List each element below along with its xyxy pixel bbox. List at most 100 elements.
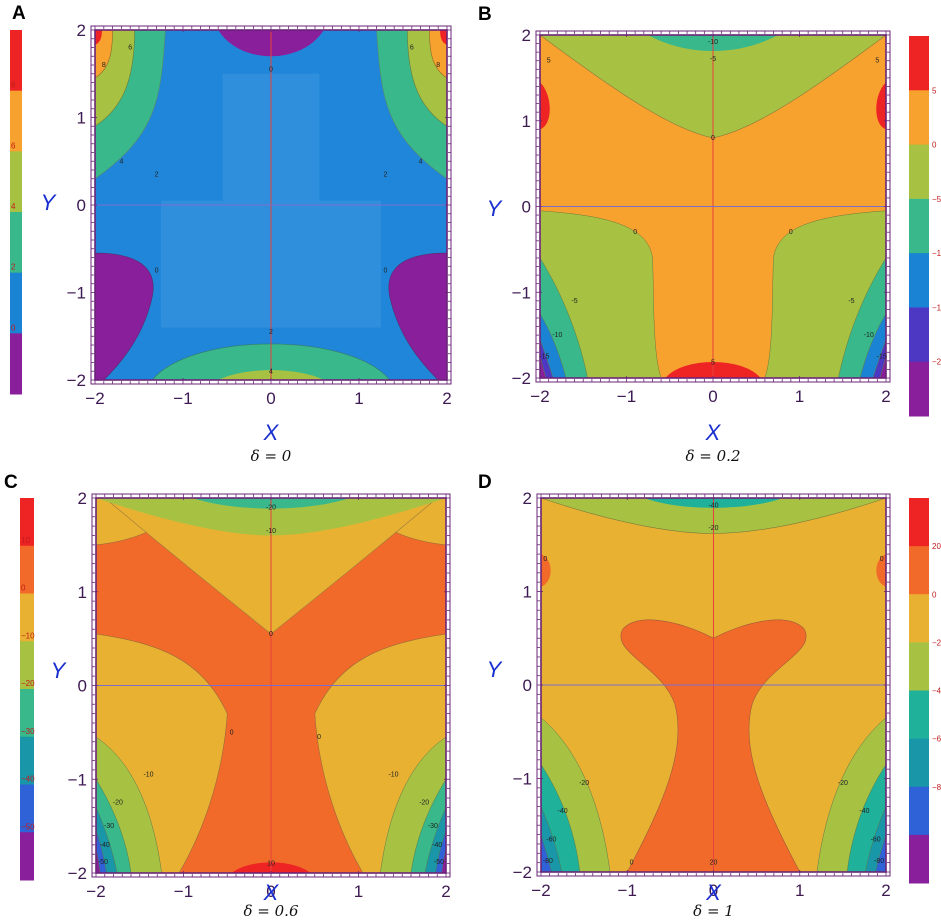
colorbar-tick-label: 4 [11, 202, 16, 211]
contour-region [95, 30, 102, 45]
contour-label: -10 [266, 528, 276, 535]
colorbar-swatch [909, 361, 929, 417]
panel-label: C [4, 472, 18, 493]
contour-label: 6 [128, 45, 132, 52]
x-tick-label: 2 [441, 882, 450, 901]
y-tick-label: 1 [522, 112, 531, 131]
contour-label: -50 [434, 859, 444, 866]
colorbar-swatch [909, 198, 929, 254]
colorbar-swatch [10, 30, 22, 92]
y-axis-label: Y [487, 196, 503, 221]
contour-label: -20 [266, 504, 276, 511]
contour-label: 2 [269, 329, 273, 336]
colorbar-swatch [909, 498, 929, 547]
colorbar-swatch [10, 90, 22, 152]
y-tick-label: −2 [67, 371, 86, 390]
contour-label: 10 [267, 861, 275, 868]
y-tick-label: 0 [78, 677, 87, 696]
contour-label: 0 [155, 268, 159, 275]
colorbar-tick-label: −20 [21, 679, 35, 688]
colorbar-swatch [909, 594, 929, 643]
x-tick-label: 0 [708, 387, 717, 406]
panel-a: −2 −1 0 1 2 2 1 0 −1 −2 X Yδ = 0 A 6 8 4 2 0 6 8 2 4 0 0 2 4 8 6 4 2 0 [10, 3, 452, 465]
x-axis-label: X [263, 880, 280, 905]
contour-label: 20 [710, 860, 718, 867]
panel-label: B [478, 4, 492, 25]
contour-label: 0 [269, 631, 273, 638]
y-axis-label: Y [41, 190, 57, 215]
x-tick-label: 2 [442, 389, 451, 408]
contour-label: -30 [104, 823, 114, 830]
y-tick-label: −1 [513, 770, 532, 789]
colorbar-swatch [909, 253, 929, 308]
colorbar-swatch [909, 90, 929, 146]
x-tick-label: −1 [618, 881, 637, 900]
y-tick-label: 1 [523, 583, 532, 602]
panel-caption: δ = 1 [693, 902, 734, 920]
colorbar-tick-label: −15 [932, 303, 941, 312]
contour-label: -10 [388, 772, 398, 779]
contour-label: -10 [552, 332, 562, 339]
contour-label: -20 [579, 780, 589, 787]
colorbar-tick-label: 0 [932, 141, 937, 150]
colorbar-swatch [909, 36, 929, 91]
colorbar-tick-label: 5 [932, 86, 937, 95]
contour-label: 8 [436, 62, 440, 69]
colorbar-tick-label: 2 [11, 263, 16, 272]
colorbar-tick-label: −50 [21, 822, 35, 831]
colorbar-swatch [20, 689, 34, 738]
colorbar-swatch [10, 333, 22, 395]
y-tick-label: 0 [77, 196, 86, 215]
contour-label: 2 [383, 171, 387, 178]
contour-label: 5 [875, 58, 879, 65]
contour-label: -10 [864, 332, 874, 339]
y-tick-label: 0 [523, 676, 532, 695]
y-tick-label: −2 [68, 864, 87, 883]
contour-label: 0 [880, 556, 884, 563]
x-axis-label: X [263, 420, 280, 445]
contour-label: -40 [100, 842, 110, 849]
contour-label: 0 [269, 66, 273, 73]
x-tick-label: 1 [354, 389, 363, 408]
x-tick-label: −2 [530, 387, 549, 406]
colorbar-swatch [20, 641, 34, 690]
colorbar-tick-label: −20 [932, 638, 941, 647]
contour-label: -60 [871, 836, 881, 843]
colorbar-swatch [20, 593, 34, 642]
contour-label: 4 [119, 158, 123, 165]
y-axis-label: Y [51, 658, 67, 683]
contour-label: 0 [630, 860, 634, 867]
contour-label: -5 [848, 298, 854, 305]
x-tick-label: −1 [173, 389, 192, 408]
contour-label: -40 [432, 842, 442, 849]
contour-label: -80 [874, 858, 884, 865]
panel-caption: δ = 0.2 [686, 447, 741, 465]
x-tick-label: 0 [709, 881, 718, 900]
panel-label: A [12, 3, 26, 24]
colorbar-tick-label: −10 [932, 249, 941, 258]
panel-label: D [478, 472, 492, 493]
colorbar-swatch [20, 545, 34, 594]
colorbar-swatch [909, 546, 929, 595]
colorbar-tick-label: −30 [21, 727, 35, 736]
contour-label: -5 [571, 298, 577, 305]
colorbar-swatch [10, 151, 22, 213]
colorbar-tick-label: 20 [932, 542, 941, 551]
x-axis-label: X [705, 880, 722, 905]
colorbar-swatch [909, 786, 929, 836]
panel-d: −2 −1 0 1 2 2 1 0 −1 −2 X Yδ = 1 D -40 -20 0 0 -20 -20 -40 -… [478, 472, 941, 920]
contour-label: -40 [558, 808, 568, 815]
y-tick-label: −2 [512, 369, 531, 388]
y-tick-label: −1 [512, 283, 531, 302]
x-tick-label: 0 [266, 389, 275, 408]
contour-region [94, 252, 154, 381]
x-axis-label: X [705, 420, 722, 445]
y-tick-label: −1 [68, 770, 87, 789]
y-tick-label: 2 [523, 489, 532, 508]
y-tick-label: −2 [513, 863, 532, 882]
colorbar-swatch [10, 212, 22, 274]
colorbar-tick-label: −40 [21, 775, 35, 784]
contour-label: -20 [708, 525, 718, 532]
colorbar-tick-label: 10 [21, 536, 30, 545]
